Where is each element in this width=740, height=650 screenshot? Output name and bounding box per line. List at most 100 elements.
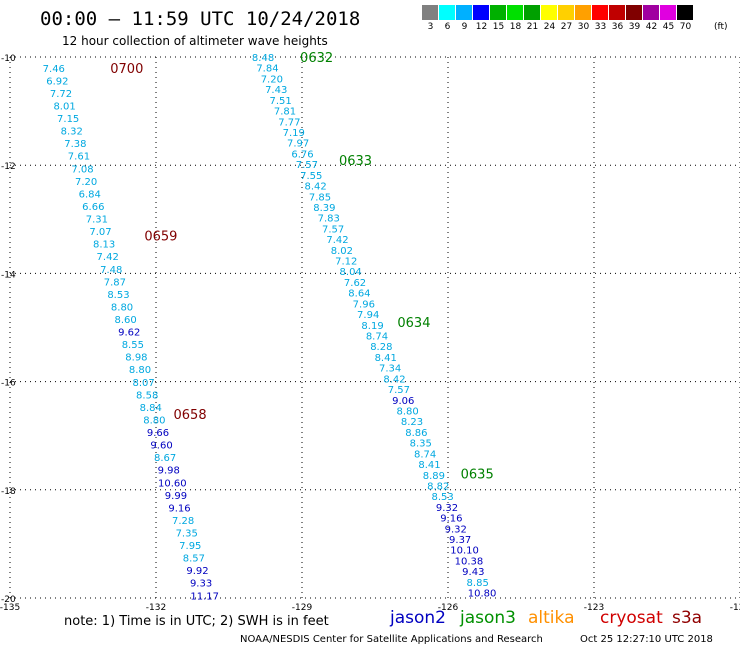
wave-height-value: 9.16 bbox=[440, 514, 462, 525]
wave-height-value: 8.32 bbox=[61, 127, 83, 138]
wave-height-value: 8.98 bbox=[125, 353, 147, 364]
lat-tick-label: -14 bbox=[1, 270, 16, 280]
map-subtitle: 12 hour collection of altimeter wave hei… bbox=[62, 34, 328, 48]
wave-height-value: 7.72 bbox=[50, 89, 72, 100]
wave-height-value: 7.48 bbox=[100, 265, 122, 276]
wave-height-value: 7.46 bbox=[43, 64, 65, 75]
scale-swatch-5 bbox=[507, 5, 524, 20]
scale-label-5: 18 bbox=[509, 22, 522, 32]
wave-height-value: 7.96 bbox=[353, 299, 375, 310]
lon-tick-label: -123 bbox=[584, 603, 604, 613]
wave-height-value: 8.80 bbox=[111, 302, 133, 313]
wave-height-value: 8.48 bbox=[252, 53, 274, 64]
track-time-label: 0659 bbox=[144, 230, 177, 245]
wave-height-value: 8.02 bbox=[331, 246, 353, 257]
scale-swatch-14 bbox=[660, 5, 677, 20]
legend-jason3: jason3 bbox=[460, 608, 516, 628]
wave-height-value: 8.82 bbox=[427, 481, 449, 492]
wave-height-value: 7.97 bbox=[287, 139, 309, 150]
wave-height-value: 8.60 bbox=[115, 315, 137, 326]
wave-height-value: 7.19 bbox=[283, 128, 305, 139]
scale-label-3: 12 bbox=[475, 22, 488, 32]
wave-height-value: 7.57 bbox=[388, 385, 410, 396]
scale-label-10: 33 bbox=[594, 22, 607, 32]
lat-tick-label: -12 bbox=[1, 162, 16, 172]
wave-height-value: 8.80 bbox=[396, 406, 418, 417]
scale-label-7: 24 bbox=[543, 22, 556, 32]
wave-height-color-scale bbox=[422, 5, 694, 20]
wave-height-value: 9.92 bbox=[186, 566, 208, 577]
track-time-label: 0658 bbox=[174, 408, 207, 423]
wave-height-value: 7.42 bbox=[326, 235, 348, 246]
wave-height-value: 7.42 bbox=[97, 252, 119, 263]
wave-height-value: 9.33 bbox=[190, 579, 212, 590]
wave-height-value: 8.19 bbox=[361, 321, 383, 332]
wave-height-value: 8.57 bbox=[183, 554, 205, 565]
wave-height-value: 8.86 bbox=[405, 428, 427, 439]
lat-tick-label: -18 bbox=[1, 487, 16, 497]
wave-height-value: 9.06 bbox=[392, 396, 414, 407]
scale-swatch-4 bbox=[490, 5, 507, 20]
wave-height-value: 9.32 bbox=[436, 503, 458, 514]
wave-height-value: 10.60 bbox=[158, 478, 187, 489]
wave-height-value: 7.84 bbox=[256, 64, 278, 75]
scale-label-14: 45 bbox=[662, 22, 675, 32]
scale-swatch-12 bbox=[626, 5, 643, 20]
wave-height-value: 8.28 bbox=[370, 342, 392, 353]
wave-height-value: 8.42 bbox=[383, 374, 405, 385]
wave-height-value: 8.13 bbox=[93, 240, 115, 251]
wave-height-value: 9.43 bbox=[462, 567, 484, 578]
wave-height-value: 7.12 bbox=[335, 257, 357, 268]
track-time-label: 0634 bbox=[397, 316, 430, 331]
wave-height-value: 9.98 bbox=[158, 466, 180, 477]
wave-height-value: 7.62 bbox=[344, 278, 366, 289]
wave-height-value: 7.83 bbox=[318, 214, 340, 225]
scale-label-12: 39 bbox=[628, 22, 641, 32]
legend-altika: altika bbox=[528, 608, 575, 628]
track-time-label: 0633 bbox=[339, 154, 372, 169]
lon-tick-label: -135 bbox=[0, 603, 20, 613]
scale-label-15: 70 bbox=[679, 22, 692, 32]
wave-height-value: 8.42 bbox=[304, 182, 326, 193]
track-time-label: 0700 bbox=[110, 62, 143, 77]
wave-height-value: 8.55 bbox=[122, 340, 144, 351]
wave-height-value: 7.08 bbox=[71, 164, 93, 175]
lat-tick-label: -20 bbox=[1, 595, 16, 605]
wave-height-value: 8.80 bbox=[129, 365, 151, 376]
wave-height-value: 7.31 bbox=[86, 215, 108, 226]
wave-height-value: 8.53 bbox=[107, 290, 129, 301]
wave-height-value: 10.10 bbox=[450, 546, 479, 557]
scale-label-6: 21 bbox=[526, 22, 539, 32]
wave-height-value: 7.61 bbox=[68, 152, 90, 163]
lon-tick-label: -126 bbox=[438, 603, 459, 613]
color-scale-labels: 3 6 9 12 15 18 21 24 27 30 33 36 39 42 45 70 bbox=[422, 22, 694, 32]
wave-height-value: 7.28 bbox=[172, 516, 194, 527]
wave-height-value: 8.41 bbox=[418, 460, 440, 471]
lat-tick-label: -10 bbox=[1, 54, 16, 64]
wave-height-value: 8.07 bbox=[132, 378, 154, 389]
wave-height-value: 7.07 bbox=[89, 227, 111, 238]
scale-swatch-8 bbox=[558, 5, 575, 20]
scale-swatch-1 bbox=[439, 5, 456, 20]
track-time-label: 0635 bbox=[461, 468, 494, 483]
color-scale-unit: (ft) bbox=[714, 22, 728, 32]
scale-swatch-15 bbox=[677, 5, 694, 20]
scale-label-0: 3 bbox=[427, 22, 434, 32]
wave-height-value: 8.35 bbox=[410, 439, 432, 450]
scale-swatch-13 bbox=[643, 5, 660, 20]
scale-label-4: 15 bbox=[492, 22, 505, 32]
wave-height-value: 7.55 bbox=[300, 171, 322, 182]
wave-height-value: 8.67 bbox=[154, 453, 176, 464]
scale-label-2: 9 bbox=[461, 22, 468, 32]
lon-tick-label: -120 bbox=[730, 603, 740, 613]
wave-height-value: 6.76 bbox=[291, 149, 313, 160]
scale-swatch-9 bbox=[575, 5, 592, 20]
wave-height-value: 8.39 bbox=[313, 203, 335, 214]
footer-credit: NOAA/NESDIS Center for Satellite Applica… bbox=[240, 634, 543, 645]
scale-label-11: 36 bbox=[611, 22, 624, 32]
scale-swatch-0 bbox=[422, 5, 439, 20]
wave-height-value: 8.80 bbox=[143, 415, 165, 426]
wave-height-value: 8.41 bbox=[375, 353, 397, 364]
wave-height-value: 7.85 bbox=[309, 192, 331, 203]
